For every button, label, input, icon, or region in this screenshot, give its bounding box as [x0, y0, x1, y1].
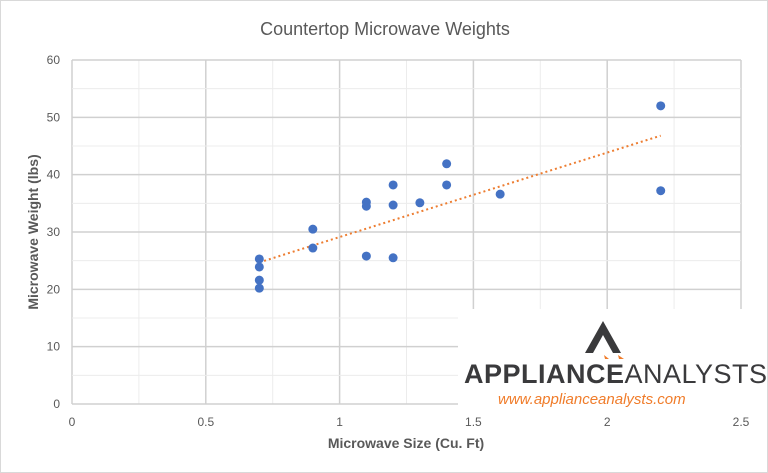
data-point — [656, 101, 666, 111]
brand-light: ANALYSTS — [624, 359, 768, 389]
y-tick-label: 10 — [47, 340, 61, 354]
data-point — [361, 201, 371, 211]
x-tick-label: 1 — [336, 415, 343, 429]
data-point — [308, 224, 318, 234]
data-point — [442, 180, 452, 190]
x-tick-label: 2 — [604, 415, 611, 429]
chart-title: Countertop Microwave Weights — [260, 19, 510, 39]
data-point — [388, 180, 398, 190]
data-point — [254, 262, 264, 272]
x-tick-label: 1.5 — [465, 415, 482, 429]
data-point — [415, 198, 425, 208]
x-tick-label: 0.5 — [197, 415, 214, 429]
data-point — [442, 159, 452, 169]
data-point — [361, 251, 371, 261]
data-point — [388, 200, 398, 210]
trendline — [259, 134, 662, 264]
data-point — [656, 186, 666, 196]
y-tick-label: 20 — [47, 282, 61, 296]
watermark-url: www.applianceanalysts.com — [498, 391, 686, 408]
y-tick-label: 60 — [47, 53, 61, 67]
y-tick-label: 40 — [47, 168, 61, 182]
watermark-logo: APPLIANCEANALYSTS www.applianceanalysts.… — [458, 309, 767, 413]
data-point — [254, 275, 264, 285]
data-point — [495, 189, 505, 199]
x-tick-label: 0 — [69, 415, 76, 429]
y-tick-label: 30 — [47, 225, 61, 239]
y-tick-label: 0 — [53, 397, 60, 411]
x-tick-label: 2.5 — [733, 415, 750, 429]
mountain-logo-icon — [585, 321, 624, 359]
brand-bold: APPLIANCE — [464, 359, 625, 389]
x-axis-label: Microwave Size (Cu. Ft) — [328, 435, 484, 451]
data-point — [388, 253, 398, 263]
data-point — [254, 254, 264, 264]
y-tick-label: 50 — [47, 110, 61, 124]
data-point — [308, 243, 318, 253]
y-axis-label: Microwave Weight (lbs) — [25, 154, 41, 309]
data-point — [254, 283, 264, 293]
watermark-brand: APPLIANCEANALYSTS — [464, 359, 768, 390]
